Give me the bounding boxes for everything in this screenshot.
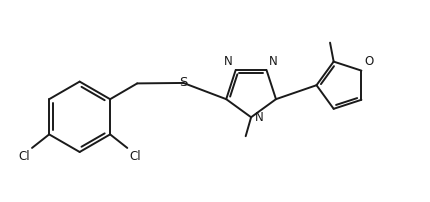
Text: Cl: Cl xyxy=(129,150,141,163)
Text: N: N xyxy=(269,55,278,68)
Text: S: S xyxy=(179,76,187,89)
Text: N: N xyxy=(224,55,233,68)
Text: O: O xyxy=(364,55,373,68)
Text: Cl: Cl xyxy=(18,150,30,163)
Text: N: N xyxy=(255,111,264,124)
